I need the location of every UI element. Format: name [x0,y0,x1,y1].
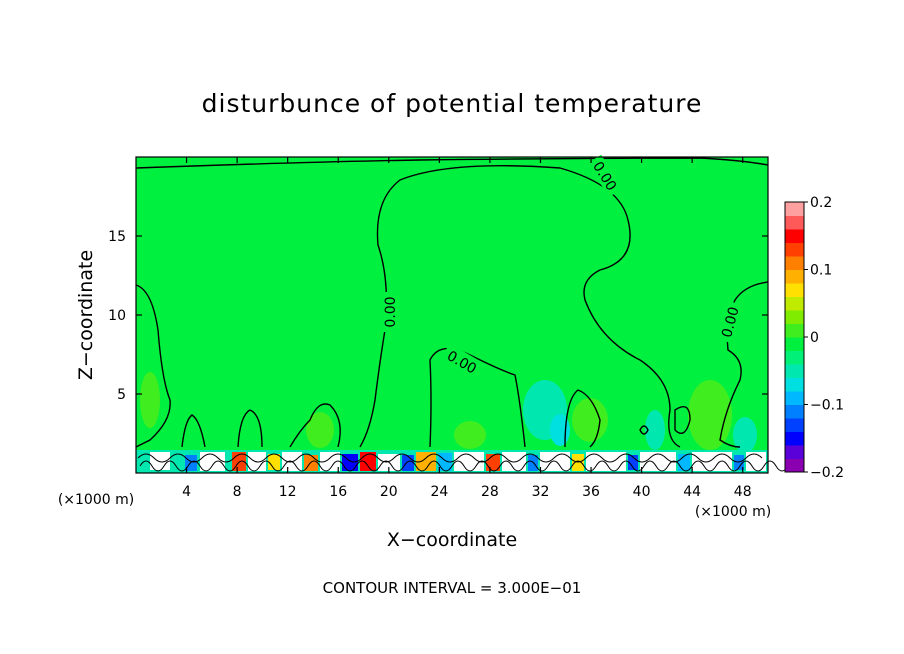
colorbar-swatch [785,323,804,338]
colorbar-ticks: 0.2 0.1 0 −0.1 −0.2 [804,195,844,481]
colorbar-swatch [785,377,804,392]
contour-small-bump-3 [289,403,341,448]
x-tick-label: 16 [329,484,347,500]
x-unit-right: (×1000 m) [695,504,771,520]
colorbar-swatch [785,202,804,216]
contour-small-loop [639,425,649,435]
y-tick-label: 5 [117,387,126,403]
colorbar-swatch [785,229,804,243]
x-tick-label: 12 [279,484,297,500]
colorbar-swatch [785,283,804,297]
colorbar-swatch [785,256,804,270]
x-tick-label: 24 [430,484,448,500]
colorbar-swatch [785,337,804,351]
colorbar-swatch [785,445,804,459]
contour-left-edge [135,284,171,448]
x-tick-label: 44 [683,484,701,500]
colorbar-swatch [785,215,804,230]
contour-small-bump-4 [564,389,601,448]
y-tick-label: 10 [108,308,126,324]
colorbar [784,201,805,473]
colorbar-swatch [785,418,804,432]
colorbar-swatch [785,350,804,365]
contour-right-edge [719,281,769,448]
colorbar-swatch [785,364,804,378]
x-tick-label: 8 [233,484,242,500]
colorbar-swatch [785,404,804,419]
contour-small-bump-1 [181,414,206,448]
colorbar-swatch [785,431,804,446]
zero-contours [135,157,769,448]
colorbar-swatch [785,242,804,257]
x-tick-label: 40 [633,484,651,500]
colorbar-swatch [785,269,804,284]
colorbar-swatch [785,310,804,324]
contour-label: 0.00 [383,296,399,327]
x-tick-label: 32 [532,484,550,500]
colorbar-tick-label: −0.1 [810,398,844,414]
colorbar-swatch [785,296,804,311]
plot-area: 0.00 0.00 0.00 0.00 [135,154,789,474]
contour-right-loop [674,406,691,434]
colorbar-swatch [785,458,804,473]
x-axis-title: X−coordinate [387,529,517,551]
plot-background [136,157,768,473]
x-unit-left: (×1000 m) [58,492,134,508]
colorbar-tick-label: 0.1 [810,263,832,279]
colorbar-swatch [785,391,804,405]
colorbar-tick-label: −0.2 [810,465,844,481]
colorbar-tick-label: 0 [810,330,819,346]
contour-small-bump-2 [237,409,263,448]
x-tick-label: 28 [481,484,499,500]
y-axis: 5 10 15 [108,229,768,403]
x-tick-label: 20 [380,484,398,500]
contour-interval-note: CONTOUR INTERVAL = 3.000E−01 [323,579,582,597]
y-axis-title: Z−coordinate [75,250,97,380]
chart-title: disturbunce of potential temperature [202,89,703,118]
x-tick-label: 4 [182,484,191,500]
contour-mid-lobe [429,347,526,448]
y-tick-label: 15 [108,229,126,245]
contour-top-band [135,157,769,169]
contour-label: 0.00 [719,305,743,339]
x-axis: 4 8 12 16 20 24 28 32 36 40 44 48 [182,157,752,500]
x-tick-label: 36 [582,484,600,500]
colorbar-tick-label: 0.2 [810,195,832,211]
x-tick-label: 48 [734,484,752,500]
surface-turbulence [136,450,789,473]
